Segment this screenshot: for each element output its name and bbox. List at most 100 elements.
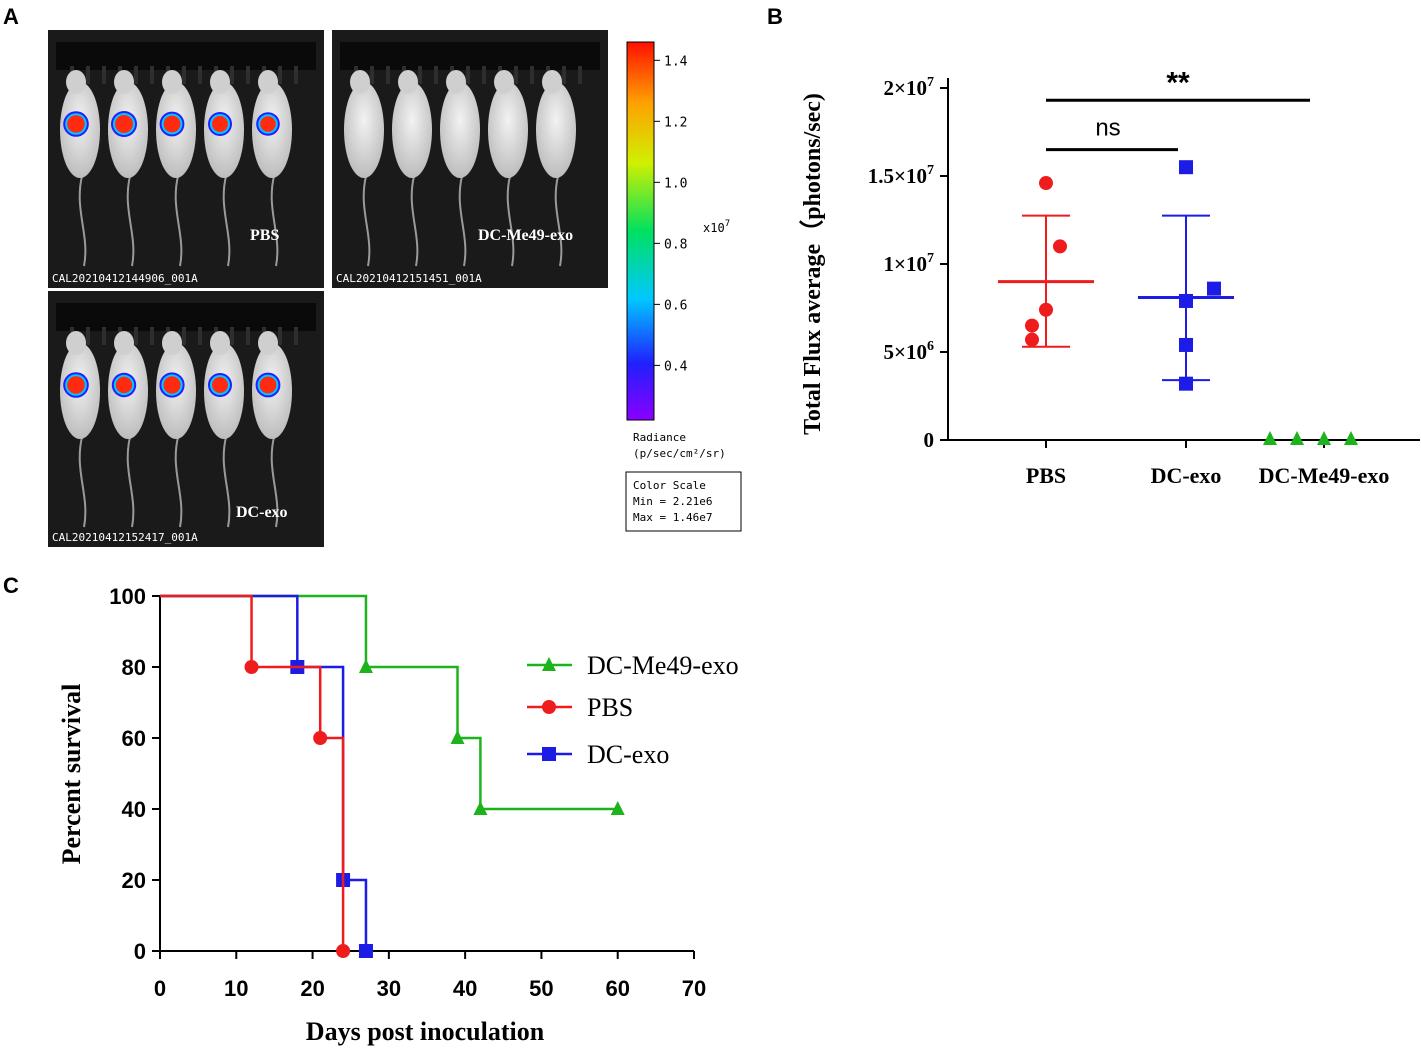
survival-marker [244,660,259,674]
mouse-body [392,82,432,178]
y-tick-label: 1.5×107 [868,163,934,188]
y-tick-label: 2×107 [884,75,934,100]
x-tick-label: 60 [605,976,629,1001]
survival-marker [610,800,625,816]
legend-marker [542,700,556,714]
data-point [1039,302,1053,317]
colorbar-gradient [626,41,655,421]
y-tick-label: 0 [924,428,935,452]
mouse-tail [174,175,183,267]
data-point [1025,318,1039,333]
legend-marker [542,656,556,672]
mouse [156,331,196,528]
survival-marker [336,944,351,958]
rack-peg [182,327,186,345]
mouse-tail [126,175,135,267]
significance-label: ** [1166,66,1190,99]
rack-peg [530,66,534,84]
data-point [1207,281,1221,296]
mouse-body [440,82,480,178]
x-category-label: DC-exo [1151,463,1222,488]
x-tick-label: 40 [453,976,477,1001]
mouse-body [344,82,384,178]
x-category-label: PBS [1026,463,1066,488]
rack-peg [230,327,234,345]
survival-marker [473,800,488,816]
mouse [252,70,292,267]
mouse-head [162,331,182,355]
mouse-head [446,70,466,94]
mouse-head [162,70,182,94]
mouse-tail [78,436,87,528]
mouse-tail [78,175,87,267]
mouse-head [258,331,278,355]
signal-core [163,115,181,133]
radiance-unit: (p/sec/cm²/sr) [633,447,726,460]
y-tick-label: 1×107 [884,251,934,276]
mouse [440,70,480,267]
mouse-head [350,70,370,94]
legend-marker [542,747,556,761]
group-label-dc-exo: DC-exo [236,504,288,521]
rack-peg [514,66,518,84]
mouse-tail [222,175,231,267]
rack-peg [278,66,282,84]
panel-a-imaging: PBS CAL20210412144906_001A DC-Me49-exo C… [48,30,742,547]
mouse-head [66,70,86,94]
mouse [252,331,292,528]
y-tick-mantissa: 5×10 [884,340,927,364]
mouse-rack [56,42,316,70]
mouse-tail [270,436,279,528]
x-tick-label: 0 [154,976,166,1001]
x-axis-label: Days post inoculation [306,1017,545,1046]
y-axis-label: Percent survival [57,684,86,865]
data-point [1263,430,1277,446]
data-point [1179,160,1193,175]
rack-peg [230,66,234,84]
rack-peg [578,66,582,84]
mouse [392,70,432,267]
colorbar: 1.4 1.2 1.0 0.8 0.6 0.4 x107 Radiance (p/sec/… [625,41,742,532]
mouse-rack [56,303,316,331]
rack-peg [102,327,106,345]
image-code-pbs: CAL20210412144906_001A [52,272,198,285]
survival-step-line [160,594,618,811]
signal-core [212,116,228,132]
rack-peg [86,66,90,84]
survival-step-line [160,594,345,951]
rack-peg [150,327,154,345]
mouse-tail [126,436,135,528]
mouse-head [66,331,86,355]
mouse [156,70,196,267]
mouse-head [114,70,134,94]
x-tick-label: 50 [529,976,553,1001]
signal-core [115,376,133,394]
radiance-label: Radiance [633,431,686,444]
y-tick-mantissa: 0 [924,428,935,452]
data-point [1179,376,1193,391]
y-tick-label: 40 [122,797,146,822]
rack-peg [294,66,298,84]
data-point [1317,430,1331,446]
rack-peg [182,66,186,84]
mouse-head [210,331,230,355]
mouse [60,331,100,528]
mouse-rack [340,42,600,70]
series-dc-me49-exo [160,594,625,816]
signal-core [115,115,133,133]
colorbar-tick-label: 0.6 [664,298,687,313]
color-scale-max: Max = 1.46e7 [633,511,712,524]
colorbar-tick-label: 1.4 [664,54,688,69]
data-point [1053,239,1067,254]
panel-c-survival-chart: 0 20 40 60 80 100 0 10 20 30 40 50 60 70 Days post ino… [57,584,739,1046]
x-tick-label: 10 [224,976,248,1001]
y-tick-mantissa: 2×10 [884,76,927,100]
data-point [1179,293,1193,308]
mouse-tail [174,436,183,528]
series-pbs [160,594,351,958]
signal-core [212,377,228,393]
mouse [488,70,528,267]
imaging-frame-pbs: PBS CAL20210412144906_001A [48,30,324,288]
